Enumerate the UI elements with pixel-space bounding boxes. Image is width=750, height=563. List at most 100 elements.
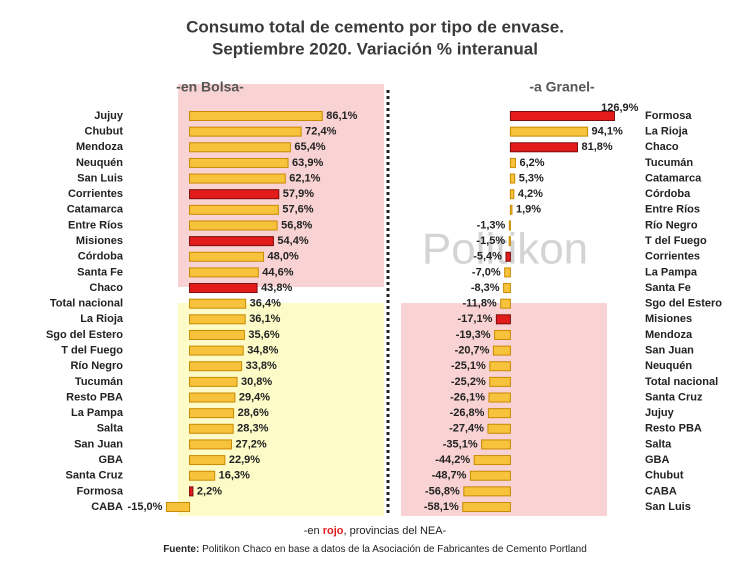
bar xyxy=(503,283,511,294)
bar xyxy=(165,502,191,512)
category-label: Resto PBA xyxy=(66,391,123,403)
value-label: 36,1% xyxy=(249,313,280,325)
value-label: 22,9% xyxy=(229,454,260,466)
bar xyxy=(495,314,511,325)
category-label: Chaco xyxy=(89,282,123,294)
category-label: Total nacional xyxy=(645,376,718,388)
bar xyxy=(189,345,244,356)
category-label: GBA xyxy=(99,454,124,466)
category-label: Sgo del Estero xyxy=(645,298,722,310)
category-label: Santa Cruz xyxy=(66,470,124,482)
bar xyxy=(487,408,511,419)
category-label: Total nacional xyxy=(50,298,123,310)
value-label: 30,8% xyxy=(241,376,272,388)
category-label: Entre Ríos xyxy=(68,219,123,231)
bar xyxy=(492,345,511,356)
category-label: Tucumán xyxy=(645,157,693,169)
category-label: Santa Fe xyxy=(77,266,123,278)
bar xyxy=(488,392,511,403)
value-label: -58,1% xyxy=(424,501,459,513)
bar xyxy=(189,267,259,278)
value-label: 65,4% xyxy=(294,141,325,153)
category-label: GBA xyxy=(645,454,670,466)
source: Fuente: Politikon Chaco en base a datos … xyxy=(163,544,587,555)
value-label: 34,8% xyxy=(247,345,278,357)
chart-title: Septiembre 2020. Variación % interanual xyxy=(212,39,538,58)
category-label: San Juan xyxy=(74,438,123,450)
value-label: -15,0% xyxy=(128,501,163,513)
category-label: La Rioja xyxy=(645,126,689,138)
value-label: -25,2% xyxy=(451,376,486,388)
value-label: 44,6% xyxy=(262,266,293,278)
bar xyxy=(189,251,265,262)
footnote-text: rojo xyxy=(323,525,344,537)
category-label: Chaco xyxy=(645,141,679,153)
panel-title: -a Granel- xyxy=(529,79,595,95)
bar xyxy=(463,486,511,497)
bar xyxy=(508,236,511,247)
bar xyxy=(462,502,511,512)
bar xyxy=(509,111,615,121)
value-label: 86,1% xyxy=(326,110,357,122)
bar xyxy=(189,470,216,481)
bar xyxy=(504,267,511,278)
bar xyxy=(509,189,515,200)
category-label: Jujuy xyxy=(94,110,124,122)
source-label: Fuente: xyxy=(163,544,199,555)
bar xyxy=(189,314,246,325)
category-label: Resto PBA xyxy=(645,423,702,435)
bar xyxy=(189,220,278,231)
value-label: 35,6% xyxy=(248,329,279,341)
bar xyxy=(189,142,291,153)
watermark: Politikon xyxy=(422,225,588,274)
bar xyxy=(189,173,286,184)
category-label: Salta xyxy=(645,438,672,450)
category-label: Entre Ríos xyxy=(645,204,700,216)
value-label: -1,5% xyxy=(476,235,505,247)
category-label: Córdoba xyxy=(78,251,124,263)
value-label: -19,3% xyxy=(456,329,491,341)
footnote-text: -en xyxy=(304,525,323,537)
value-label: 54,4% xyxy=(277,235,308,247)
value-label: 94,1% xyxy=(592,126,623,138)
bar xyxy=(189,455,226,466)
category-label: Neuquén xyxy=(76,157,123,169)
category-label: Neuquén xyxy=(645,360,692,372)
bar xyxy=(509,204,513,215)
category-label: CABA xyxy=(91,501,123,513)
value-label: 28,6% xyxy=(238,407,269,419)
bar xyxy=(489,361,511,372)
footnote-text: , provincias del NEA- xyxy=(344,525,447,537)
value-label: 43,8% xyxy=(261,282,292,294)
value-label: 29,4% xyxy=(239,391,270,403)
value-label: -44,2% xyxy=(435,454,470,466)
category-label: San Luis xyxy=(645,501,691,513)
value-label: 72,4% xyxy=(305,126,336,138)
category-label: Mendoza xyxy=(645,329,693,341)
bar xyxy=(189,283,258,294)
category-label: Santa Fe xyxy=(645,282,691,294)
bar xyxy=(487,423,511,434)
value-label: -1,3% xyxy=(477,219,506,231)
bar xyxy=(189,439,232,450)
category-label: Formosa xyxy=(645,110,692,122)
bar xyxy=(509,126,589,137)
bar xyxy=(189,189,280,200)
bar xyxy=(189,298,247,309)
value-label: -17,1% xyxy=(458,313,493,325)
value-label: 36,4% xyxy=(250,298,281,310)
value-label: 56,8% xyxy=(281,219,312,231)
bar xyxy=(189,392,236,403)
value-label: -20,7% xyxy=(455,345,490,357)
category-label: La Pampa xyxy=(645,266,698,278)
value-label: 57,9% xyxy=(283,188,314,200)
category-label: Chubut xyxy=(85,126,124,138)
bar xyxy=(189,361,243,372)
value-label: -5,4% xyxy=(473,251,502,263)
value-label: 6,2% xyxy=(519,157,544,169)
category-label: Corrientes xyxy=(645,251,700,263)
value-label: 126,9% xyxy=(601,102,639,114)
category-label: Río Negro xyxy=(645,219,698,231)
bar xyxy=(189,408,235,419)
